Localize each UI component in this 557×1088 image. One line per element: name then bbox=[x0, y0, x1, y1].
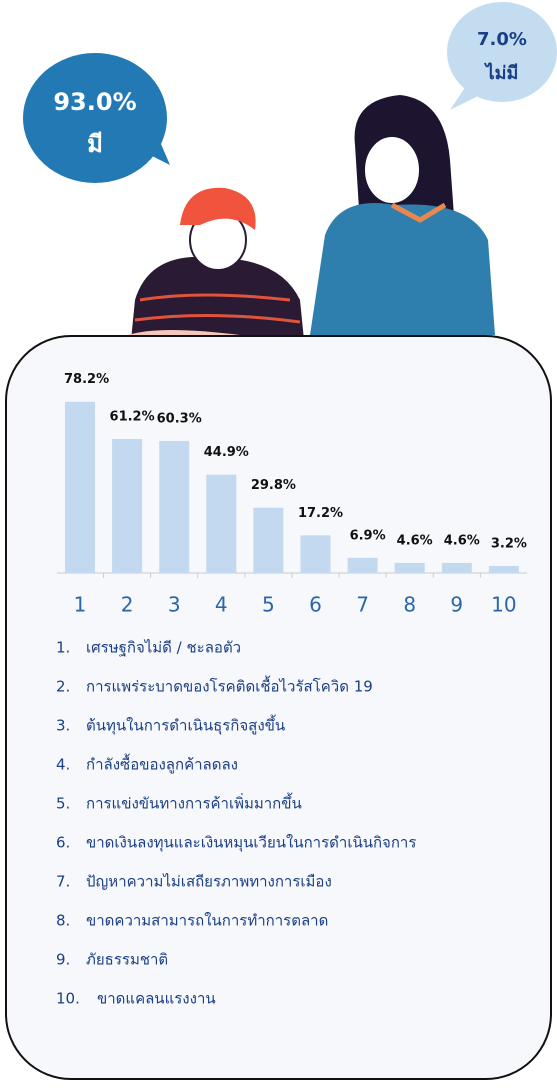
x-tick-label: 10 bbox=[491, 593, 516, 617]
x-tick-label: 1 bbox=[74, 593, 87, 617]
list-number: 6. bbox=[56, 834, 70, 852]
list-text: การแพร่ระบาดของโรคติดเชื้อไวรัสโควิด 19 bbox=[86, 676, 373, 696]
list-text: เศรษฐกิจไม่ดี / ชะลอตัว bbox=[86, 639, 241, 657]
value-label: 78.2% bbox=[64, 372, 109, 387]
value-label: 61.2% bbox=[110, 409, 155, 424]
list-number: 7. bbox=[56, 873, 70, 891]
x-tick-label: 9 bbox=[450, 593, 463, 617]
x-tick-label: 7 bbox=[356, 593, 369, 617]
bar bbox=[489, 566, 519, 573]
list-number: 8. bbox=[56, 912, 70, 930]
bubble-label: ไม่มี bbox=[484, 62, 519, 84]
list-text: ขาดเงินลงทุนและเงินหมุนเวียนในการดำเนินก… bbox=[86, 834, 416, 853]
x-tick-label: 2 bbox=[121, 593, 134, 617]
value-label: 4.6% bbox=[444, 533, 480, 548]
bubble-yes: 93.0% มี bbox=[23, 53, 170, 183]
value-label: 60.3% bbox=[157, 411, 202, 426]
value-label: 44.9% bbox=[204, 445, 249, 460]
value-label: 17.2% bbox=[298, 506, 343, 521]
value-label: 3.2% bbox=[491, 536, 527, 551]
illustration-man bbox=[128, 188, 305, 361]
bar bbox=[348, 558, 378, 573]
x-tick-label: 3 bbox=[168, 593, 181, 617]
bar bbox=[253, 508, 283, 573]
page: {"bubbles": [{"value": "93.0%", "label":… bbox=[0, 0, 557, 1088]
x-tick-label: 8 bbox=[403, 593, 416, 617]
list-number: 10. bbox=[56, 990, 80, 1008]
list-text: ขาดแคลนแรงงาน bbox=[97, 990, 216, 1008]
bubble-value: 7.0% bbox=[477, 29, 527, 50]
list-text: กำลังซื้อของลูกค้าลดลง bbox=[86, 754, 238, 774]
value-label: 4.6% bbox=[397, 533, 433, 548]
x-tick-label: 6 bbox=[309, 593, 322, 617]
value-label: 29.8% bbox=[251, 478, 296, 493]
list-text: ปัญหาความไม่เสถียรภาพทางการเมือง bbox=[86, 873, 332, 891]
bar bbox=[442, 563, 472, 573]
bubble-value: 93.0% bbox=[53, 88, 136, 116]
list-number: 4. bbox=[56, 756, 70, 774]
bar bbox=[395, 563, 425, 573]
list-text: การแข่งขันทางการค้าเพิ่มมากขึ้น bbox=[86, 793, 302, 813]
bar bbox=[301, 535, 331, 573]
value-label: 6.9% bbox=[350, 528, 386, 543]
list-number: 9. bbox=[56, 951, 70, 969]
bar bbox=[206, 475, 236, 573]
list-number: 3. bbox=[56, 717, 70, 735]
bar bbox=[159, 441, 189, 573]
x-tick-label: 4 bbox=[215, 593, 228, 617]
bubble-no: 7.0% ไม่มี bbox=[447, 2, 557, 110]
list-text: ขาดความสามารถในการทำการตลาด bbox=[86, 912, 328, 930]
x-tick-label: 5 bbox=[262, 593, 275, 617]
bar bbox=[112, 439, 142, 573]
bubble-label: มี bbox=[87, 130, 103, 158]
list-text: ต้นทุนในการดำเนินธุรกิจสูงขึ้น bbox=[86, 715, 285, 736]
infographic: 93.0% มี 7.0% ไม่มี 78.2%161.2%260.3%344… bbox=[0, 0, 557, 1084]
list-number: 2. bbox=[56, 678, 70, 696]
list-number: 5. bbox=[56, 795, 70, 813]
illustration-woman bbox=[310, 95, 495, 335]
list-number: 1. bbox=[56, 639, 70, 657]
list-text: ภัยธรรมชาติ bbox=[86, 951, 168, 969]
bar bbox=[65, 402, 95, 573]
